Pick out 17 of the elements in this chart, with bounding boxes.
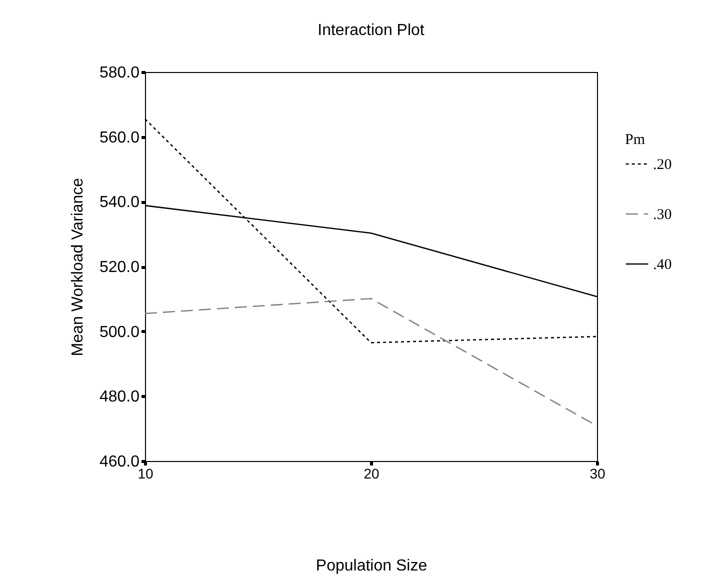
y-tick-label: 540.0	[99, 194, 140, 212]
legend-label: .40	[653, 257, 672, 273]
y-tick-label: 500.0	[99, 324, 140, 341]
legend-title: Pm	[625, 132, 646, 148]
x-tick-label: 30	[590, 466, 606, 482]
x-axis-title: Population Size	[316, 558, 428, 574]
y-tick-label: 560.0	[99, 129, 140, 146]
legend-label: .30	[653, 207, 672, 223]
x-tick-label: 10	[138, 466, 154, 482]
y-tick-label: 480.0	[99, 388, 140, 406]
x-tick-label: 20	[364, 466, 380, 482]
y-tick-label: 520.0	[99, 259, 140, 276]
chart-title: Interaction Plot	[318, 22, 425, 39]
legend-label: .20	[653, 157, 672, 173]
y-axis-title: Mean Workload Variance	[69, 178, 86, 356]
y-tick-label: 580.0	[99, 64, 140, 82]
y-tick-label: 460.0	[99, 454, 140, 470]
